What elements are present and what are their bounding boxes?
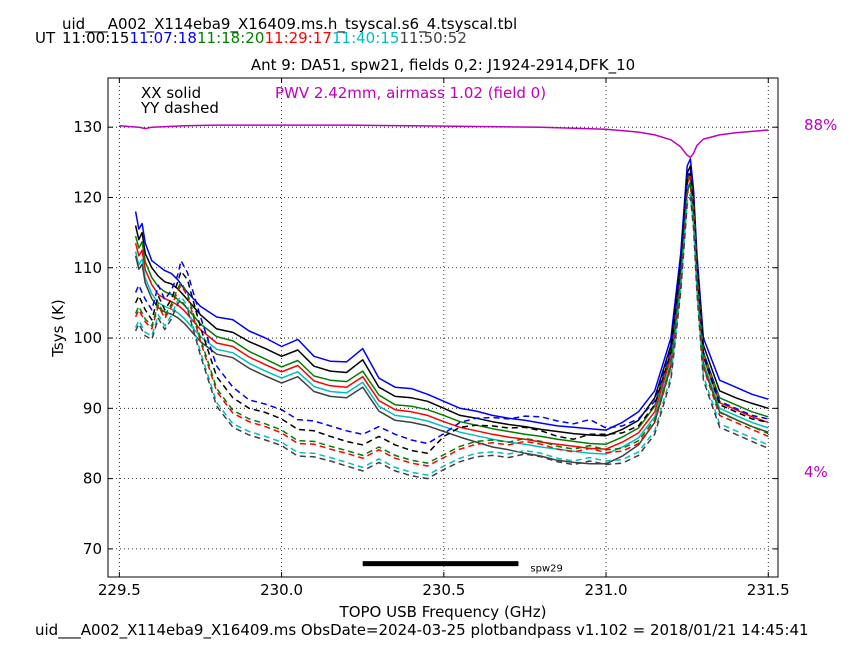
y-tick-label: 90	[83, 399, 102, 417]
footer-caption: uid___A002_X114eba9_X16409.ms ObsDate=20…	[35, 621, 809, 640]
x-tick-label: 230.0	[260, 581, 303, 599]
y-tick-label: 110	[73, 259, 102, 277]
x-tick-label: 231.5	[747, 581, 790, 599]
ut-time-3: 11:29:17	[265, 29, 332, 47]
file-title: uid___A002_X114eba9_X16409.ms.h_tsyscal.…	[62, 15, 517, 34]
series-lines	[119, 124, 769, 480]
right-top-label: 88%	[804, 116, 837, 134]
y-tick-label: 70	[83, 540, 102, 558]
legend-xx: XX solid	[141, 84, 201, 102]
x-tick-label: 230.5	[422, 581, 465, 599]
series-line-8	[134, 186, 769, 467]
spw-marker: spw29	[362, 561, 563, 575]
ut-label: UT	[35, 29, 56, 47]
series-line-7	[134, 172, 769, 455]
ut-time-5: 11:50:52	[400, 29, 467, 47]
ut-time-2: 11:18:20	[197, 29, 264, 47]
y-tick-label: 100	[73, 329, 102, 347]
axis-ticks: 229.5 230.0 230.5 231.0 231.5 70 80 90 100 110 120…	[73, 78, 790, 599]
x-axis-label: TOPO USB Frequency (GHz)	[339, 603, 547, 621]
y-tick-label: 130	[73, 118, 102, 136]
ut-times: 11:00:15 11:07:18 11:18:20 11:29:17 11:40:15…	[62, 29, 467, 47]
ut-time-0: 11:00:15	[62, 29, 129, 47]
series-line-0	[134, 158, 769, 431]
legend-yy: YY dashed	[140, 99, 219, 117]
spw-bar	[362, 561, 519, 567]
x-tick-label: 231.0	[585, 581, 628, 599]
y-tick-label: 120	[73, 188, 102, 206]
series-line-2	[134, 172, 769, 445]
x-tick-label: 229.5	[98, 581, 141, 599]
y-tick-label: 80	[83, 470, 102, 488]
series-line-6	[134, 168, 769, 445]
chart-title: Ant 9: DA51, spw21, fields 0,2: J1924-29…	[251, 56, 635, 75]
series-line-11	[134, 196, 769, 480]
pwv-label: PWV 2.42mm, airmass 1.02 (field 0)	[275, 84, 546, 102]
y-axis-label: Tsys (K)	[49, 299, 67, 358]
ut-time-1: 11:07:18	[130, 29, 197, 47]
series-line-12	[119, 124, 769, 159]
series-line-9	[134, 184, 769, 464]
ut-time-4: 11:40:15	[332, 29, 399, 47]
spw-label: spw29	[530, 564, 562, 575]
plot-frame	[107, 77, 779, 578]
right-bottom-label: 4%	[804, 463, 828, 481]
